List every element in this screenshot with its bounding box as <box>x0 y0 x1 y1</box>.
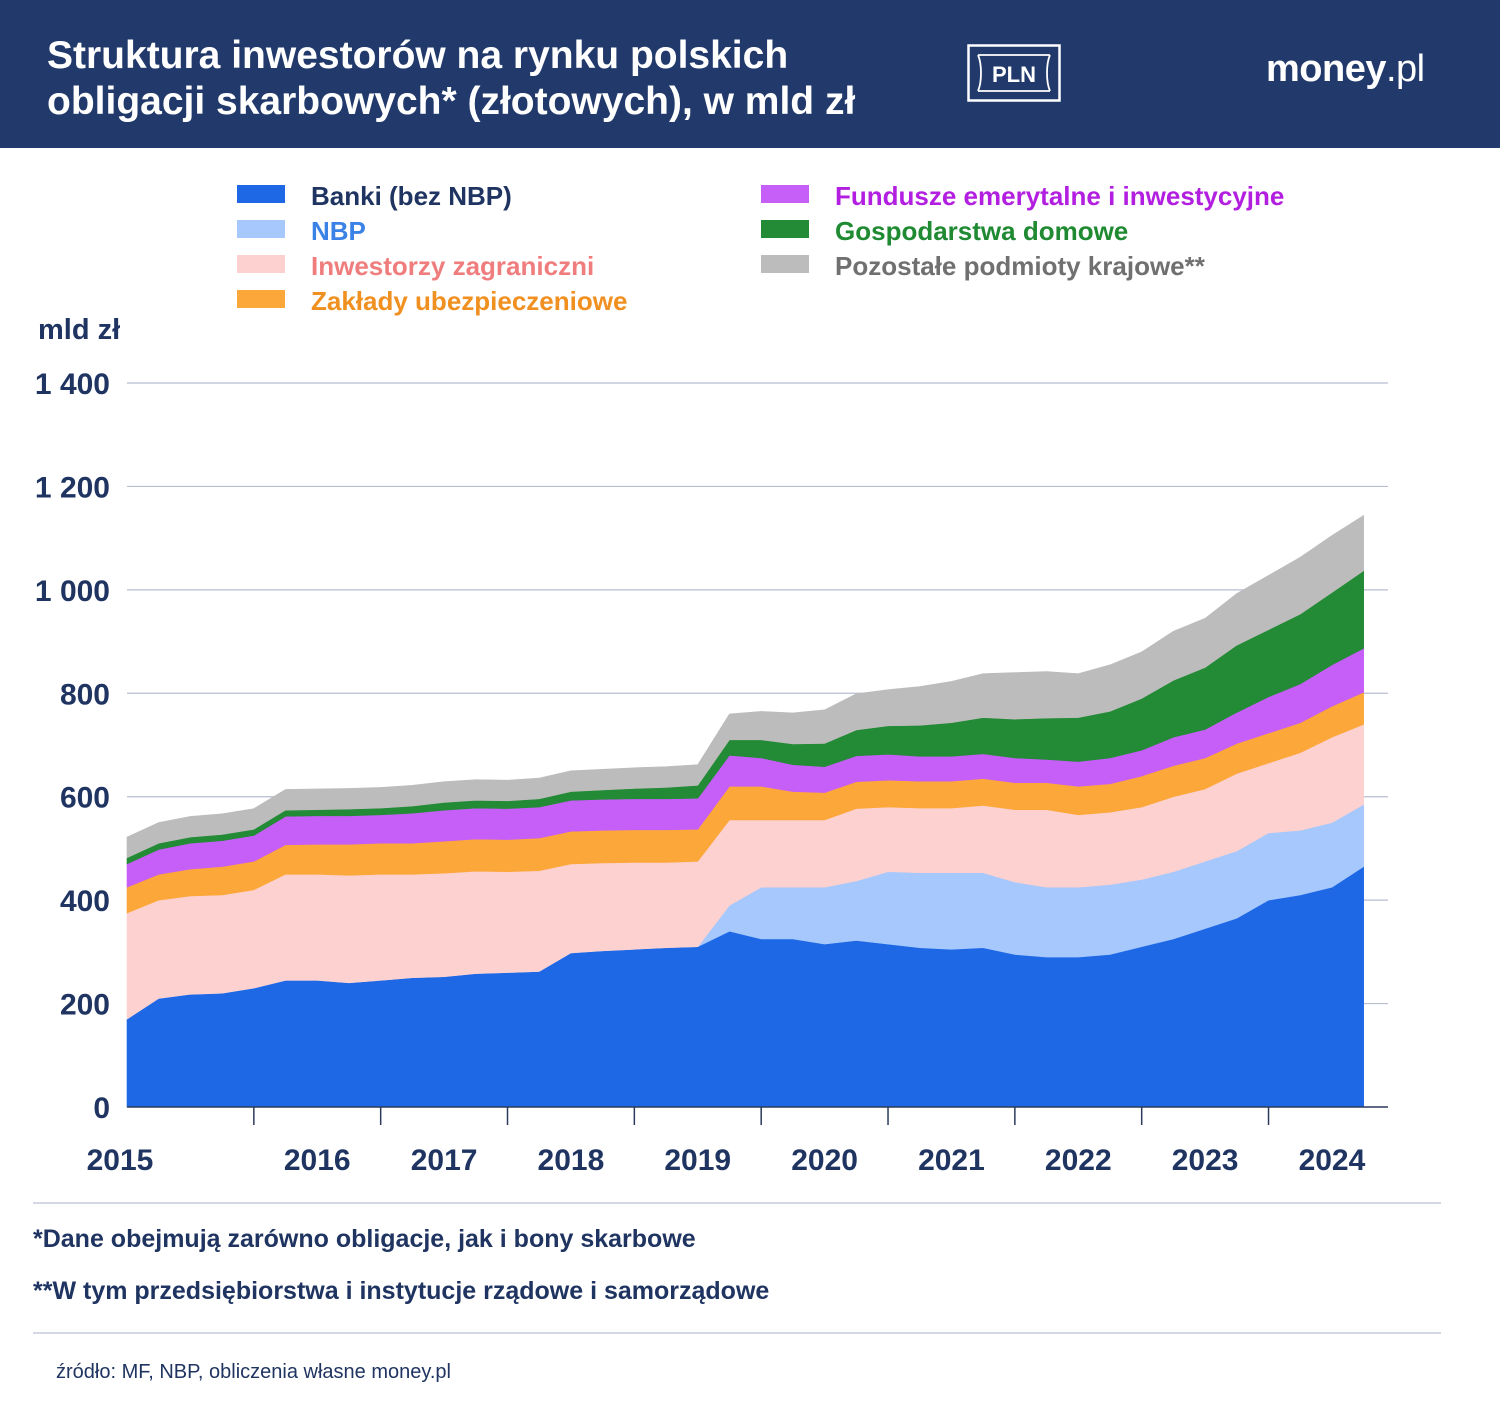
area-pozosta-e-podmioty-krajowe <box>126 514 1364 859</box>
stacked-area-chart: Banki (bez NBP) NBP Inwestorzy zagraniczni… <box>35 181 1388 1177</box>
x-tick-label-2016: 2016 <box>284 1144 351 1177</box>
legend-item-inwestorzy-zagraniczni: Inwestorzy zagraniczni <box>237 251 594 281</box>
brand-logo-main: money <box>1266 48 1386 90</box>
x-tick-label-2019: 2019 <box>664 1144 731 1177</box>
legend-swatch-zak-ady-ubezpieczeniowe <box>237 290 285 308</box>
legend-item-fundusze-emerytalne-i-inwestycyjne: Fundusze emerytalne i inwestycyjne <box>761 181 1284 211</box>
legend-swatch-banki-bez-nbp <box>237 185 285 203</box>
chart-title-line-1: Struktura inwestorów na rynku polskich <box>47 34 789 77</box>
legend-label-banki-bez-nbp: Banki (bez NBP) <box>311 181 512 211</box>
pln-badge-text: PLN <box>992 62 1036 87</box>
y-tick-label-1400: 1 400 <box>35 368 110 401</box>
brand-logo-tld: .pl <box>1385 48 1425 90</box>
legend: Banki (bez NBP) NBP Inwestorzy zagraniczni… <box>237 181 1284 316</box>
legend-item-pozosta-e-podmioty-krajowe: Pozostałe podmioty krajowe** <box>761 251 1206 281</box>
legend-label-nbp: NBP <box>311 216 366 246</box>
chart-title-line-2: obligacji skarbowych* (złotowych), w mld… <box>47 80 856 123</box>
legend-swatch-gospodarstwa-domowe <box>761 220 809 238</box>
legend-label-fundusze-emerytalne-i-inwestycyjne: Fundusze emerytalne i inwestycyjne <box>835 181 1284 211</box>
legend-item-zak-ady-ubezpieczeniowe: Zakłady ubezpieczeniowe <box>237 286 627 316</box>
x-tick-label-2020: 2020 <box>791 1144 858 1177</box>
legend-label-inwestorzy-zagraniczni: Inwestorzy zagraniczni <box>311 251 594 281</box>
y-tick-label-0: 0 <box>93 1092 110 1125</box>
footnote-1: *Dane obejmują zarówno obligacje, jak i … <box>33 1225 696 1253</box>
brand-logo: money.pl <box>1266 48 1425 91</box>
x-tick-label-2021: 2021 <box>918 1144 985 1177</box>
x-tick-label-2024: 2024 <box>1299 1144 1366 1177</box>
legend-swatch-nbp <box>237 220 285 238</box>
y-tick-label-800: 800 <box>60 678 110 711</box>
legend-item-banki-bez-nbp: Banki (bez NBP) <box>237 181 512 211</box>
footnote-divider-bottom <box>33 1332 1441 1334</box>
y-tick-labels: 0 200 400 600 800 1 000 1 200 1 400 <box>35 368 110 1125</box>
y-tick-label-600: 600 <box>60 782 110 815</box>
axes <box>127 1106 1388 1125</box>
legend-swatch-pozosta-e-podmioty-krajowe <box>761 255 809 273</box>
legend-label-zak-ady-ubezpieczeniowe: Zakłady ubezpieczeniowe <box>311 286 627 316</box>
area-series <box>126 514 1364 1108</box>
legend-label-pozosta-e-podmioty-krajowe: Pozostałe podmioty krajowe** <box>835 251 1206 281</box>
x-tick-labels: 2015 2016 2017 2018 2019 2020 2021 2022 2023 2024 <box>87 1144 1366 1177</box>
x-tick-label-2023: 2023 <box>1172 1144 1239 1177</box>
y-tick-label-1200: 1 200 <box>35 471 110 504</box>
legend-item-gospodarstwa-domowe: Gospodarstwa domowe <box>761 216 1128 246</box>
header-banner: Struktura inwestorów na rynku polskich o… <box>0 0 1500 148</box>
x-tick-label-2018: 2018 <box>538 1144 605 1177</box>
footnote-divider-top <box>33 1202 1441 1204</box>
legend-swatch-inwestorzy-zagraniczni <box>237 255 285 273</box>
y-tick-label-400: 400 <box>60 885 110 918</box>
y-axis-label: mld zł <box>38 314 120 346</box>
y-tick-label-200: 200 <box>60 989 110 1022</box>
y-tick-label-1000: 1 000 <box>35 575 110 608</box>
legend-swatch-fundusze-emerytalne-i-inwestycyjne <box>761 185 809 203</box>
footnote-2: **W tym przedsiębiorstwa i instytucje rz… <box>33 1277 770 1305</box>
legend-item-nbp: NBP <box>237 216 366 246</box>
x-tick-label-2017: 2017 <box>411 1144 478 1177</box>
source-note: źródło: MF, NBP, obliczenia własne money… <box>56 1361 451 1383</box>
pln-banknote-icon: PLN <box>967 44 1061 102</box>
legend-label-gospodarstwa-domowe: Gospodarstwa domowe <box>835 216 1128 246</box>
x-tick-label-2015: 2015 <box>87 1144 154 1177</box>
x-tick-label-2022: 2022 <box>1045 1144 1112 1177</box>
